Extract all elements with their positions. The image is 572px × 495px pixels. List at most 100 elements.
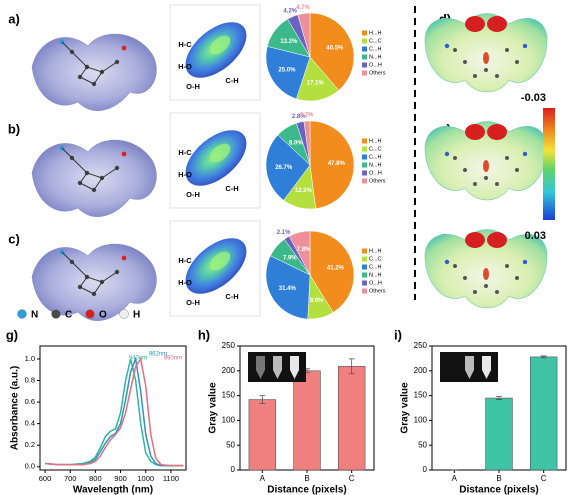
inset-tube (290, 356, 299, 379)
esp-surface (424, 121, 548, 201)
legend-label: C...H (369, 46, 382, 52)
pie-value-label: 2.2% (300, 113, 314, 119)
negative-region (465, 124, 485, 140)
y-tick-label: 0.2 (25, 440, 35, 449)
legend-label: H...H (369, 30, 382, 36)
bar (337, 366, 366, 471)
panel-label: b) (8, 121, 20, 136)
legend-label: N...H (369, 162, 382, 168)
legend-label: N...H (369, 272, 382, 278)
error-bar (259, 395, 266, 404)
pie-value-label: 8.0% (289, 140, 303, 146)
fingerprint-label: H-O (178, 62, 192, 71)
atom-legend-marker (17, 309, 27, 319)
atom (473, 74, 477, 78)
peak-annotation: 962nm (149, 352, 167, 358)
pie-value-label: 4.2% (283, 9, 297, 15)
atom (522, 151, 528, 157)
legend-swatch (362, 38, 367, 44)
pie-slice (265, 255, 311, 320)
atom (495, 182, 499, 186)
fingerprint-label: H-O (178, 278, 192, 287)
y-tick-label: 250 (414, 341, 428, 350)
line-series (44, 356, 184, 467)
error-bar (496, 396, 502, 400)
x-tick-label: 600 (39, 474, 52, 483)
pie-value-label: 40.5% (326, 45, 344, 51)
line-series (44, 356, 184, 467)
fingerprint-label: H-C (178, 148, 192, 157)
y-tick-label: 100 (222, 416, 236, 425)
surface (31, 33, 157, 111)
pie-value-label: 12.3% (295, 188, 313, 194)
pie-value-label: 2.1% (277, 230, 291, 236)
atom (473, 182, 477, 186)
panel-label: c) (8, 231, 20, 246)
atom (463, 168, 467, 172)
colorbar-label: -0.03 (521, 92, 546, 104)
y-tick-label: 150 (222, 391, 236, 400)
atom (121, 151, 127, 157)
bar (529, 356, 558, 471)
legend-swatch (362, 146, 367, 152)
fingerprint-core (209, 35, 231, 55)
atom (453, 264, 457, 268)
fingerprint-label: C-H (225, 76, 238, 85)
x-tick-label: C (349, 474, 355, 483)
hirshfeld-surface (31, 243, 157, 321)
atom (121, 45, 127, 51)
pie-value-label: 26.7% (275, 165, 293, 171)
negative-region (483, 268, 489, 280)
pie-slice (309, 120, 355, 209)
negative-region (487, 232, 507, 248)
y-tick-label: 0.4 (25, 419, 35, 428)
fingerprint-core (209, 251, 231, 271)
y-tick-label: 1.0 (25, 354, 35, 363)
surface (31, 139, 157, 217)
legend-label: H...H (369, 248, 382, 254)
bar (248, 399, 277, 471)
surface (31, 243, 157, 321)
legend-swatch (362, 62, 367, 68)
esp-surface (424, 13, 548, 93)
plot-frame (39, 345, 187, 471)
hirshfeld-surface (31, 139, 157, 217)
fingerprint-label: O-H (186, 82, 200, 91)
pie-slice (296, 56, 340, 102)
legend-swatch (362, 154, 367, 160)
legend-swatch (362, 288, 367, 294)
y-tick-label: 0.0 (25, 462, 35, 471)
pie-value-label: 25.0% (278, 67, 296, 73)
pie-slice (309, 230, 355, 313)
atom (463, 276, 467, 280)
atom (505, 264, 509, 268)
negative-region (465, 232, 485, 248)
atom-legend-marker (85, 309, 95, 319)
atom-legend-label: H (133, 310, 140, 321)
x-tick-label: A (452, 474, 458, 483)
fingerprint-label: O-H (186, 190, 200, 199)
legend-swatch (362, 264, 367, 270)
pie-value-label: 31.4% (279, 286, 297, 292)
atom (515, 168, 519, 172)
pie-slice (303, 120, 311, 166)
peak-annotation: 990nm (164, 356, 182, 362)
legend-label: O...H (369, 62, 382, 68)
y-tick-label: 0 (423, 465, 428, 474)
peak-annotation: 940nm (129, 356, 147, 362)
legend-label: O...H (369, 280, 382, 286)
pie-value-label: 41.2% (327, 265, 345, 271)
x-tick-label: 1100 (163, 474, 179, 483)
atom (495, 290, 499, 294)
legend-label: Others (369, 70, 386, 76)
bonds (61, 41, 118, 85)
x-tick-label: B (496, 474, 501, 483)
x-tick-label: C (541, 474, 547, 483)
y-tick-label: 100 (414, 416, 428, 425)
atom (453, 48, 457, 52)
pie-slice (309, 12, 355, 91)
fingerprint-label: O-H (186, 298, 200, 307)
atom (515, 276, 519, 280)
legend-swatch (362, 70, 367, 76)
